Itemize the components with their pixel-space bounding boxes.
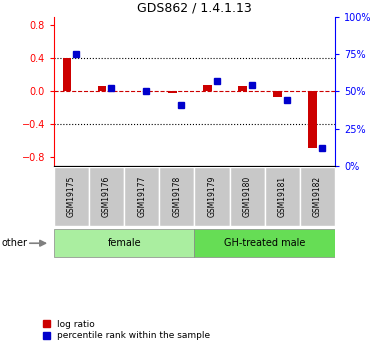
Bar [308,91,317,148]
Bar [98,86,106,91]
Bar [194,229,335,257]
Text: GSM19180: GSM19180 [243,176,252,217]
Text: GSM19181: GSM19181 [278,176,287,217]
Title: GDS862 / 1.4.1.13: GDS862 / 1.4.1.13 [137,2,252,15]
Text: female: female [107,238,141,248]
Bar [54,167,89,226]
Legend: log ratio, percentile rank within the sample: log ratio, percentile rank within the sa… [43,320,211,341]
Bar [54,229,194,257]
Text: GSM19176: GSM19176 [102,176,111,217]
Bar [194,167,229,226]
Bar [203,85,212,91]
Bar [264,167,300,226]
Bar [159,167,194,226]
Text: GSM19177: GSM19177 [137,176,146,217]
Bar [168,91,177,93]
Bar [273,91,282,97]
Text: GH-treated male: GH-treated male [224,238,305,248]
Bar [89,167,124,226]
Bar [300,167,335,226]
Bar [229,167,265,226]
Bar [238,86,247,91]
Bar [62,58,71,91]
Text: GSM19179: GSM19179 [208,176,216,217]
Text: GSM19178: GSM19178 [172,176,181,217]
Bar [124,167,159,226]
Text: GSM19175: GSM19175 [67,176,76,217]
Text: other: other [2,238,28,248]
Text: GSM19182: GSM19182 [313,176,322,217]
